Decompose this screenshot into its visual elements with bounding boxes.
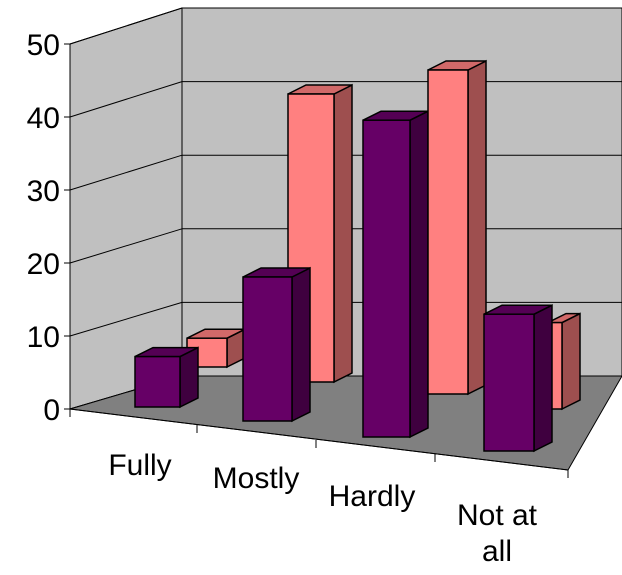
bar-side-face [333, 83, 353, 384]
x-tick-label: Fully [108, 449, 171, 482]
gridline-side [69, 154, 183, 191]
y-tick-label: 50 [27, 29, 60, 62]
bar-front-face [483, 313, 535, 452]
bar-front-face [362, 119, 411, 438]
x-tick-label: Hardly [329, 480, 416, 513]
bar-side-face [291, 266, 311, 423]
bar-series-2-hardly [427, 59, 487, 396]
bar-front-face [242, 276, 293, 422]
bar-series-1-mostly [242, 266, 311, 423]
x-tick-label: Not at all [457, 499, 538, 568]
bar-series-1-hardly [362, 109, 429, 439]
y-tick-label: 10 [27, 321, 60, 354]
bar-side-face [533, 303, 553, 453]
bar-side-face [179, 346, 199, 409]
gridline-side [69, 301, 183, 337]
y-tick-label: 40 [27, 102, 60, 135]
bar-series-1-fully [134, 346, 199, 409]
bar-side-face [409, 109, 429, 439]
bar-front-face [427, 69, 469, 395]
gridline-side [69, 7, 183, 45]
bar-series-2-not-at-all [547, 312, 581, 411]
x-axis-line [69, 408, 569, 471]
bar-series-1-not-at-all [483, 303, 553, 453]
y-axis-tick-labels: 0 10 20 30 40 50 [27, 29, 70, 427]
bar-front-face [134, 355, 181, 408]
y-tick-label: 30 [27, 175, 60, 208]
y-tick-label: 0 [43, 394, 60, 427]
x-tick-label: Mostly [213, 462, 300, 495]
bar-side-face [561, 312, 581, 411]
gridline-side [69, 228, 183, 264]
gridline-side [69, 81, 183, 118]
bars [134, 59, 581, 453]
x-axis: Fully Mostly Hardly Not at all [69, 44, 569, 568]
y-tick-label: 20 [27, 248, 60, 281]
